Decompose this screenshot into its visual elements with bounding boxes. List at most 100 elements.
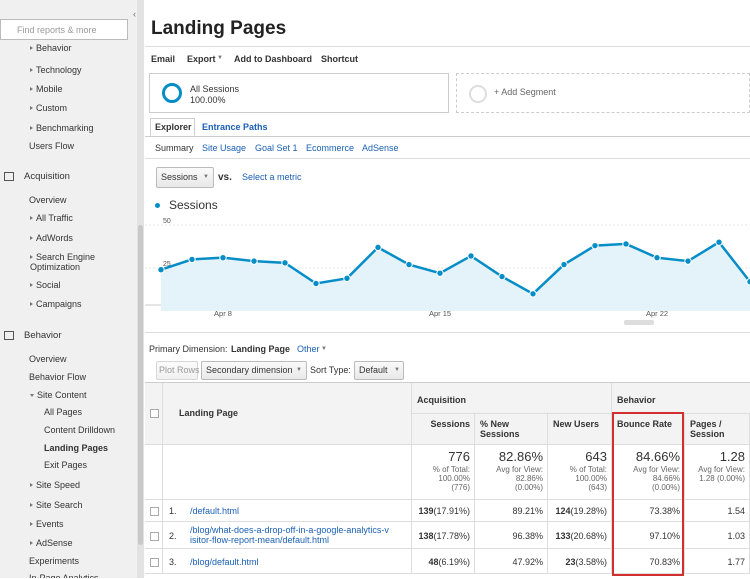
nav-label[interactable]: Site Speed	[36, 480, 81, 490]
nav-label[interactable]: Exit Pages	[44, 460, 88, 470]
nav-label[interactable]: Mobile	[36, 84, 63, 94]
subtab-adsense[interactable]: AdSense	[362, 143, 399, 153]
nav-item[interactable]: Site Search	[30, 500, 137, 510]
column-header[interactable]: Bounce Rate	[617, 419, 673, 429]
metric-value: 138	[418, 530, 434, 541]
nav-item[interactable]: Site Content	[30, 390, 137, 400]
nav-arrow	[30, 394, 34, 397]
collapse-button[interactable]: ‹	[133, 9, 136, 19]
row-checkbox[interactable]	[150, 557, 159, 567]
tab-explorer-label[interactable]: Explorer	[155, 122, 192, 132]
nav-item[interactable]: In-Page Analytics	[29, 573, 137, 578]
nav-label[interactable]: AdWords	[36, 233, 73, 243]
plot-rows[interactable]	[156, 361, 198, 380]
row-checkbox[interactable]	[150, 531, 159, 541]
add-segment[interactable]: + Add Segment	[494, 87, 556, 97]
column-header[interactable]: Landing Page	[179, 408, 239, 418]
column-header[interactable]: Sessions	[430, 419, 470, 429]
nav-item[interactable]: Search Engine Optimization	[30, 252, 137, 272]
nav-item[interactable]: Custom	[30, 103, 137, 113]
nav-item[interactable]: Content Drilldown	[44, 425, 137, 435]
row-checkbox[interactable]	[150, 507, 159, 516]
nav-item[interactable]: Campaigns	[30, 299, 137, 309]
nav-item[interactable]: All Pages	[44, 407, 137, 417]
secondary-dimension[interactable]	[201, 361, 307, 380]
toolbar-email[interactable]: Email	[151, 54, 176, 64]
tab-explorer[interactable]	[150, 118, 195, 136]
toolbar-shortcut[interactable]: Shortcut	[321, 54, 358, 64]
nav-label[interactable]: AdSense	[36, 538, 73, 548]
nav-item[interactable]: All Traffic	[30, 213, 137, 223]
nav-item[interactable]: Mobile	[30, 84, 137, 94]
nav-label[interactable]: Experiments	[29, 556, 80, 566]
nav-label[interactable]: Campaigns	[36, 299, 82, 309]
search-box[interactable]: Find reports & more	[0, 19, 128, 40]
subtab-summary[interactable]: Summary	[155, 143, 194, 153]
nav-item[interactable]: Overview	[29, 195, 137, 205]
nav-item[interactable]: Experiments	[29, 556, 137, 566]
page-link[interactable]: /blog/what-does-a-drop-off-in-a-google-a…	[190, 525, 389, 545]
column-header[interactable]: New Users	[553, 419, 600, 429]
select-metric[interactable]: Select a metric	[242, 172, 302, 182]
nav-label[interactable]: Landing Pages	[44, 443, 109, 453]
metric-dropdown[interactable]	[156, 167, 214, 188]
nav-item[interactable]: Acquisition	[24, 172, 137, 182]
nav-item[interactable]: AdWords	[30, 233, 137, 243]
nav-item[interactable]: Events	[30, 519, 137, 529]
nav-label[interactable]: Users Flow	[29, 141, 75, 151]
nav-label[interactable]: All Traffic	[36, 213, 73, 223]
nav-label[interactable]: Search Engine Optimization	[30, 252, 96, 272]
nav-label[interactable]: All Pages	[44, 407, 83, 417]
nav-arrow	[30, 87, 33, 91]
nav-item[interactable]: Behavior Flow	[29, 372, 137, 382]
nav-label[interactable]: Technology	[36, 65, 82, 75]
column-header[interactable]: Pages / Session	[690, 419, 725, 439]
nav-label[interactable]: Behavior	[36, 43, 72, 53]
nav-item[interactable]: Exit Pages	[44, 460, 137, 470]
nav-item[interactable]: Benchmarking	[30, 123, 137, 133]
segment-box[interactable]	[149, 73, 449, 113]
column-header[interactable]: % New Sessions	[480, 419, 520, 439]
subtab-goal-set[interactable]: Goal Set 1	[255, 143, 298, 153]
nav-label[interactable]: In-Page Analytics	[29, 573, 99, 578]
subtab-site-usage[interactable]: Site Usage	[202, 143, 247, 153]
metric-cell: 139(17.91%)	[412, 506, 470, 516]
nav-item[interactable]: Site Speed	[30, 480, 137, 490]
nav-label[interactable]: Events	[36, 519, 64, 529]
nav-item[interactable]: Behavior	[24, 331, 137, 341]
page-link[interactable]: /blog/default.html	[190, 556, 259, 567]
metric-cell: 48(6.19%)	[412, 557, 470, 567]
nav-item[interactable]: AdSense	[30, 538, 137, 548]
nav-item[interactable]: Landing Pages	[44, 443, 137, 453]
nav-label[interactable]: Behavior Flow	[29, 372, 87, 382]
nav-label[interactable]: Content Drilldown	[44, 425, 116, 435]
metric-value: 48	[428, 556, 439, 567]
point	[498, 272, 506, 281]
nav-label[interactable]: Overview	[29, 354, 67, 364]
tab-entrance-paths[interactable]: Entrance Paths	[202, 122, 268, 132]
checkbox[interactable]	[150, 409, 159, 418]
chart-resize[interactable]	[624, 320, 654, 325]
toolbar-dashboard[interactable]: Add to Dashboard	[234, 54, 312, 64]
scroll-thumb[interactable]	[138, 225, 143, 545]
nav-label[interactable]: Site Content	[37, 390, 87, 400]
nav-label[interactable]: Acquisition	[24, 171, 70, 182]
nav-label[interactable]: Overview	[29, 195, 67, 205]
page-link[interactable]: /default.html	[190, 506, 240, 516]
nav-label[interactable]: Behavior	[24, 330, 62, 341]
nav-item[interactable]: Overview	[29, 354, 137, 364]
nav-item[interactable]: Technology	[30, 65, 137, 75]
dimension-other[interactable]: Other	[297, 344, 320, 354]
subtab-ecommerce[interactable]: Ecommerce	[306, 143, 355, 153]
toolbar-export[interactable]: Export	[187, 54, 216, 64]
nav-item[interactable]: Users Flow	[29, 141, 137, 151]
nav-label[interactable]: Benchmarking	[36, 123, 94, 133]
nav-label[interactable]: Social	[36, 280, 61, 290]
nav-label[interactable]: Custom	[36, 103, 68, 113]
row-cell	[475, 500, 548, 522]
metric-pct: (17.78%)	[433, 530, 470, 541]
nav-item[interactable]: Social	[30, 280, 137, 290]
sort-dropdown[interactable]	[354, 361, 404, 380]
nav-item[interactable]: Behavior	[30, 43, 137, 53]
nav-label[interactable]: Site Search	[36, 500, 83, 510]
